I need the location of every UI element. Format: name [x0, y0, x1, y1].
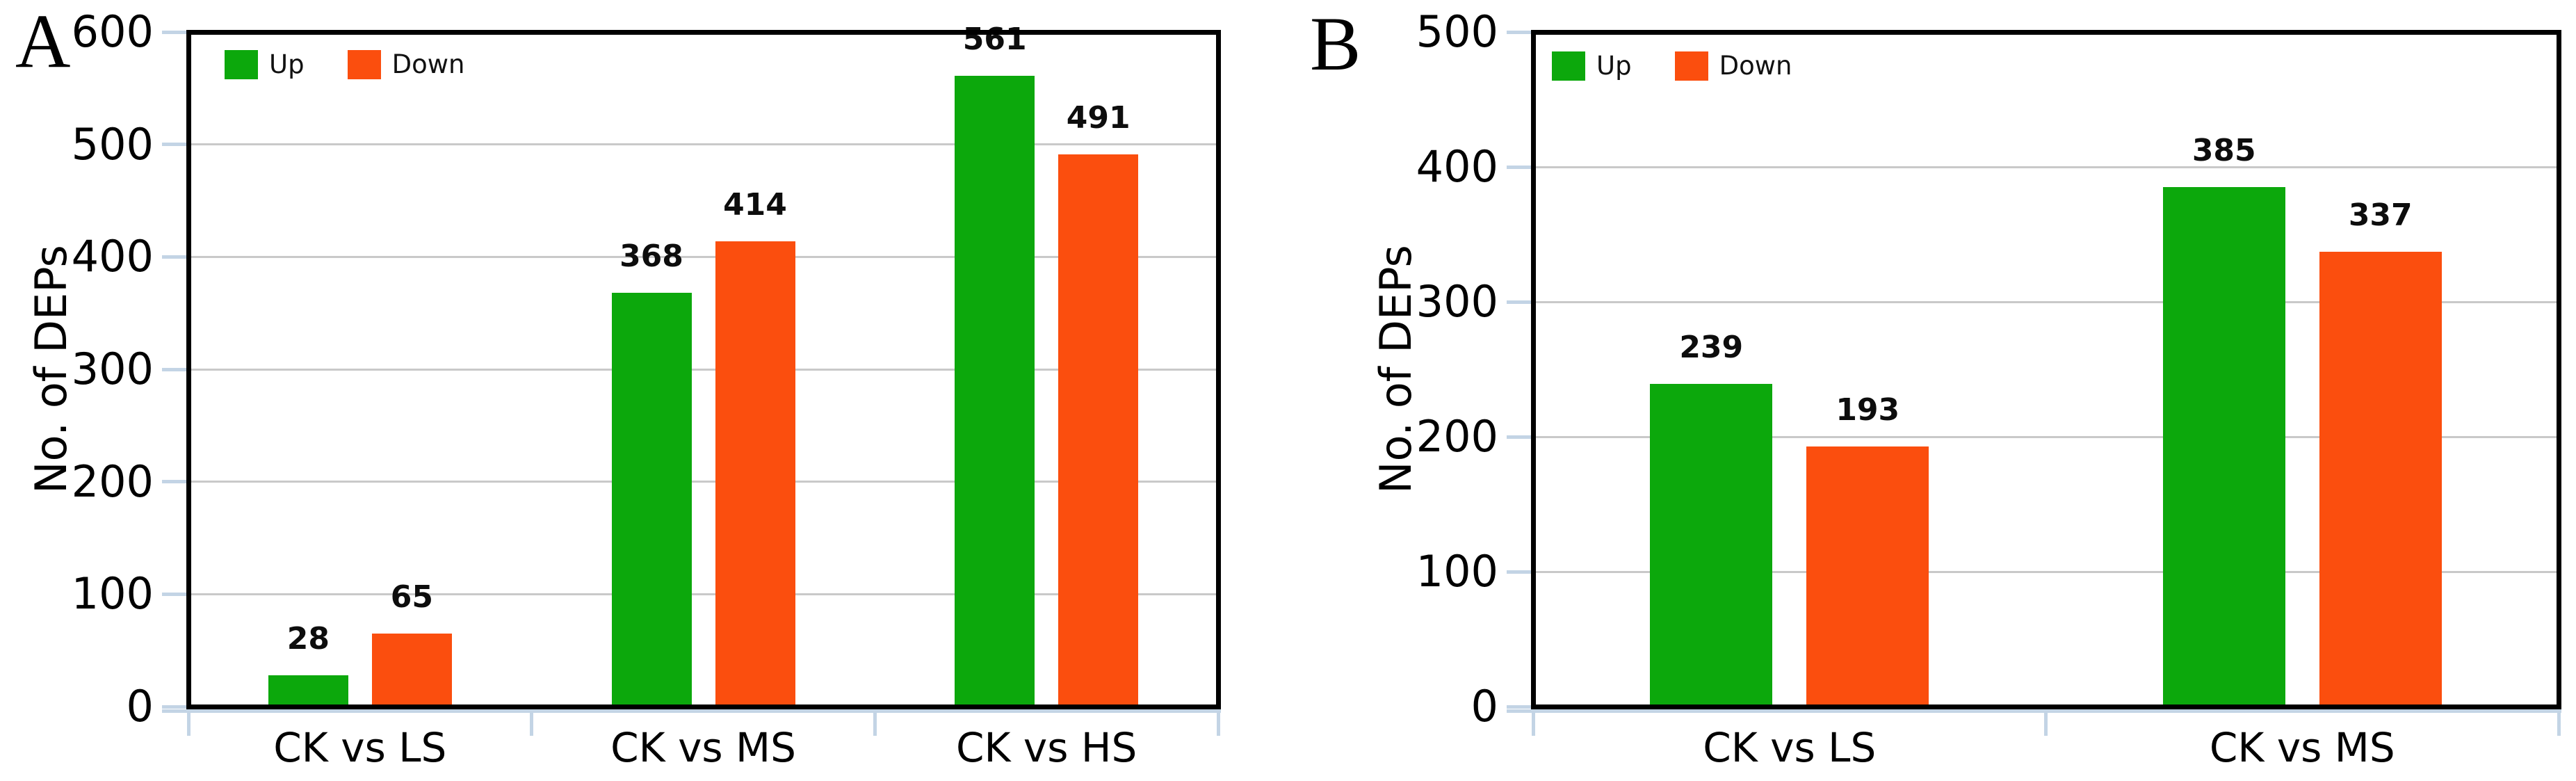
x-tick-b-1 — [2044, 709, 2048, 736]
x-category-label-a-1: CK vs LS — [273, 724, 447, 771]
legend-swatch-down — [347, 50, 381, 79]
bar-up-b-2 — [2162, 187, 2285, 707]
bar-down-a-2 — [715, 241, 795, 707]
value-label-up-a-2: 368 — [619, 239, 683, 275]
value-label-down-a-1: 65 — [390, 579, 433, 615]
legend-swatch-up — [1552, 51, 1585, 81]
x-category-label-b-1: CK vs LS — [1703, 724, 1877, 771]
plot-area-a — [186, 30, 1221, 709]
bar-down-a-1 — [371, 633, 452, 707]
x-tick-b-0 — [1531, 709, 1535, 736]
y-tick-a-200 — [162, 480, 186, 484]
y-tick-a-0 — [162, 704, 186, 709]
bar-up-a-3 — [955, 76, 1035, 707]
x-axis-baseline-b — [1507, 709, 2561, 713]
legend-swatch-up — [225, 50, 258, 79]
x-tick-b-2 — [2557, 709, 2561, 736]
y-tick-label-a-400: 400 — [71, 231, 154, 282]
y-tick-b-100 — [1507, 570, 1531, 574]
y-tick-b-0 — [1507, 704, 1531, 709]
gridline-b-200 — [1533, 435, 2559, 438]
y-tick-label-b-0: 0 — [1471, 681, 1498, 732]
y-tick-label-a-300: 300 — [71, 344, 154, 394]
y-tick-label-a-600: 600 — [71, 6, 154, 57]
y-tick-label-a-100: 100 — [71, 568, 154, 620]
bar-up-a-2 — [611, 293, 692, 707]
y-tick-b-300 — [1507, 300, 1531, 304]
value-label-down-a-3: 491 — [1066, 100, 1131, 136]
gridline-a-500 — [188, 143, 1218, 146]
y-tick-label-b-200: 200 — [1416, 411, 1498, 462]
gridline-a-400 — [188, 255, 1218, 258]
gridline-b-400 — [1533, 166, 2559, 168]
x-tick-a-2 — [873, 709, 877, 736]
bar-down-b-2 — [2319, 252, 2442, 707]
y-tick-label-b-500: 500 — [1416, 6, 1498, 57]
gridline-b-300 — [1533, 300, 2559, 303]
y-tick-a-600 — [162, 30, 186, 34]
y-tick-label-a-0: 0 — [126, 681, 154, 732]
gridline-a-100 — [188, 593, 1218, 595]
legend-label-down: Down — [391, 49, 465, 79]
gridline-a-200 — [188, 481, 1218, 483]
gridline-a-300 — [188, 368, 1218, 371]
y-axis-title-b: No. of DEPs — [1370, 245, 1421, 494]
value-label-down-b-2: 337 — [2348, 198, 2413, 234]
plot-area-b — [1531, 30, 2561, 709]
y-tick-b-500 — [1507, 30, 1531, 34]
panel-letter-b: B — [1310, 1, 1361, 86]
value-label-up-b-2: 385 — [2192, 133, 2256, 169]
value-label-down-b-1: 193 — [1836, 392, 1900, 428]
y-tick-label-a-500: 500 — [71, 118, 154, 170]
x-tick-a-3 — [1216, 709, 1220, 736]
bar-down-a-3 — [1058, 154, 1139, 707]
x-category-label-a-3: CK vs HS — [955, 724, 1137, 771]
x-axis-baseline-a — [162, 709, 1221, 713]
value-label-up-a-1: 28 — [286, 620, 330, 657]
y-tick-a-400 — [162, 255, 186, 259]
bar-up-b-1 — [1650, 384, 1773, 707]
bar-down-b-1 — [1806, 446, 1929, 707]
y-tick-a-500 — [162, 143, 186, 147]
y-tick-label-a-200: 200 — [71, 456, 154, 507]
legend-label-down: Down — [1719, 51, 1792, 81]
value-label-up-b-1: 239 — [1679, 330, 1744, 366]
legend-label-up: Up — [1596, 51, 1632, 81]
y-tick-label-b-300: 300 — [1416, 276, 1498, 327]
y-tick-b-400 — [1507, 165, 1531, 169]
y-tick-a-300 — [162, 367, 186, 371]
y-tick-b-200 — [1507, 435, 1531, 439]
legend-a: Up Down — [225, 50, 508, 79]
x-tick-a-0 — [186, 709, 191, 736]
x-category-label-b-2: CK vs MS — [2209, 724, 2395, 771]
x-category-label-a-2: CK vs MS — [610, 724, 796, 771]
value-label-up-a-3: 561 — [962, 22, 1027, 58]
y-tick-a-100 — [162, 592, 186, 596]
y-axis-title-a: No. of DEPs — [26, 245, 76, 494]
y-tick-label-b-400: 400 — [1416, 141, 1498, 192]
x-tick-a-1 — [530, 709, 534, 736]
y-tick-label-b-100: 100 — [1416, 546, 1498, 597]
legend-swatch-down — [1674, 51, 1708, 81]
legend-b: Up Down — [1552, 51, 1835, 81]
value-label-down-a-2: 414 — [723, 186, 787, 223]
bar-up-a-1 — [268, 675, 348, 707]
panel-letter-a: A — [15, 0, 71, 83]
legend-label-up: Up — [269, 49, 305, 79]
gridline-b-100 — [1533, 570, 2559, 573]
